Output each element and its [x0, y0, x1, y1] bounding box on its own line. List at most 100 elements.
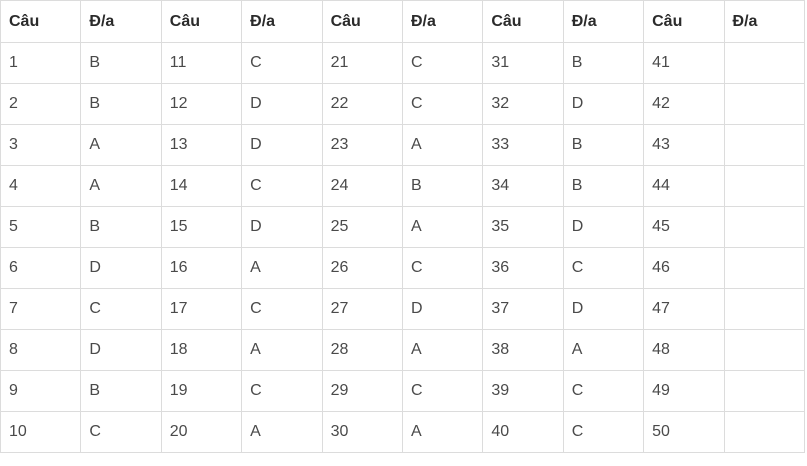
question-number-cell-5: 45 [643, 206, 725, 248]
question-number-cell-3: 24 [321, 165, 403, 207]
answer-cell-4: A [562, 329, 645, 371]
answer-cell-4: B [562, 124, 645, 166]
header-question-4: Câu [482, 0, 564, 43]
table-row: 8 D 18 A 28 A 38 A 48 [0, 329, 806, 371]
answer-cell-3: D [401, 288, 484, 330]
answer-cell-3: A [401, 411, 484, 453]
question-number-cell-4: 36 [482, 247, 564, 289]
answer-cell-3: A [401, 329, 484, 371]
question-number-cell-2: 17 [160, 288, 243, 330]
question-number-cell-5: 49 [643, 370, 725, 412]
question-number-cell-3: 30 [321, 411, 403, 453]
table-row: 5 B 15 D 25 A 35 D 45 [0, 206, 806, 248]
question-number-cell-3: 29 [321, 370, 403, 412]
question-number-cell-5: 47 [643, 288, 725, 330]
answer-cell-5 [723, 411, 806, 453]
answer-cell-2: A [241, 411, 323, 453]
header-question-2: Câu [160, 0, 243, 43]
question-number-cell-2: 11 [160, 42, 243, 84]
table-row: 4 A 14 C 24 B 34 B 44 [0, 165, 806, 207]
answer-cell-1: B [80, 83, 162, 125]
answer-cell-3: C [401, 247, 484, 289]
answer-cell-4: D [562, 288, 645, 330]
question-number-cell-2: 15 [160, 206, 243, 248]
answer-cell-4: D [562, 83, 645, 125]
question-number-cell-5: 43 [643, 124, 725, 166]
answer-cell-1: A [80, 124, 162, 166]
answer-cell-2: A [241, 329, 323, 371]
header-answer-4: Đ/a [562, 0, 645, 43]
table-row: 10 C 20 A 30 A 40 C 50 [0, 411, 806, 453]
question-number-cell-4: 39 [482, 370, 564, 412]
answer-cell-5 [723, 165, 806, 207]
answer-cell-1: C [80, 411, 162, 453]
answer-cell-2: C [241, 165, 323, 207]
table-row: 7 C 17 C 27 D 37 D 47 [0, 288, 806, 330]
header-answer-5: Đ/a [723, 0, 806, 43]
answer-cell-1: D [80, 247, 162, 289]
question-number-cell-2: 14 [160, 165, 243, 207]
answer-cell-5 [723, 329, 806, 371]
question-number-cell-3: 28 [321, 329, 403, 371]
question-number-cell-4: 35 [482, 206, 564, 248]
question-number-cell-3: 23 [321, 124, 403, 166]
question-number-cell-2: 12 [160, 83, 243, 125]
question-number-cell-2: 18 [160, 329, 243, 371]
table-row: 2 B 12 D 22 C 32 D 42 [0, 83, 806, 125]
question-number-cell-3: 22 [321, 83, 403, 125]
answer-cell-4: C [562, 247, 645, 289]
answer-cell-5 [723, 288, 806, 330]
question-number-cell-1: 6 [0, 247, 82, 289]
question-number-cell-5: 44 [643, 165, 725, 207]
question-number-cell-3: 27 [321, 288, 403, 330]
question-number-cell-1: 1 [0, 42, 82, 84]
answer-cell-1: B [80, 42, 162, 84]
answer-cell-5 [723, 247, 806, 289]
question-number-cell-3: 21 [321, 42, 403, 84]
question-number-cell-1: 3 [0, 124, 82, 166]
answer-cell-2: D [241, 83, 323, 125]
answer-cell-1: C [80, 288, 162, 330]
header-question-1: Câu [0, 0, 82, 43]
answer-cell-5 [723, 370, 806, 412]
table-header-row: Câu Đ/a Câu Đ/a Câu Đ/a Câu Đ/a Câu Đ/a [0, 0, 806, 43]
answer-key-table: Câu Đ/a Câu Đ/a Câu Đ/a Câu Đ/a Câu Đ/a … [0, 0, 806, 453]
answer-cell-3: C [401, 370, 484, 412]
question-number-cell-5: 41 [643, 42, 725, 84]
answer-cell-3: C [401, 42, 484, 84]
answer-cell-2: C [241, 42, 323, 84]
answer-cell-4: B [562, 42, 645, 84]
answer-cell-1: A [80, 165, 162, 207]
table-row: 6 D 16 A 26 C 36 C 46 [0, 247, 806, 289]
question-number-cell-5: 48 [643, 329, 725, 371]
answer-cell-3: C [401, 83, 484, 125]
question-number-cell-4: 32 [482, 83, 564, 125]
question-number-cell-1: 10 [0, 411, 82, 453]
question-number-cell-5: 46 [643, 247, 725, 289]
answer-cell-4: D [562, 206, 645, 248]
answer-cell-4: C [562, 370, 645, 412]
question-number-cell-1: 8 [0, 329, 82, 371]
answer-cell-2: D [241, 206, 323, 248]
answer-cell-4: B [562, 165, 645, 207]
question-number-cell-1: 5 [0, 206, 82, 248]
header-question-3: Câu [321, 0, 403, 43]
table-row: 3 A 13 D 23 A 33 B 43 [0, 124, 806, 166]
question-number-cell-2: 16 [160, 247, 243, 289]
answer-cell-5 [723, 206, 806, 248]
question-number-cell-1: 4 [0, 165, 82, 207]
question-number-cell-4: 38 [482, 329, 564, 371]
question-number-cell-1: 7 [0, 288, 82, 330]
table-row: 9 B 19 C 29 C 39 C 49 [0, 370, 806, 412]
table-body: 1 B 11 C 21 C 31 B 41 2 B 12 D 22 C 32 D 42 3 A 13 D 23 A 33 B 43 4… [0, 42, 806, 453]
question-number-cell-5: 50 [643, 411, 725, 453]
answer-cell-3: A [401, 206, 484, 248]
answer-cell-2: A [241, 247, 323, 289]
answer-cell-2: C [241, 370, 323, 412]
table-row: 1 B 11 C 21 C 31 B 41 [0, 42, 806, 84]
answer-cell-1: D [80, 329, 162, 371]
question-number-cell-3: 25 [321, 206, 403, 248]
header-answer-1: Đ/a [80, 0, 162, 43]
answer-cell-1: B [80, 370, 162, 412]
answer-cell-4: C [562, 411, 645, 453]
